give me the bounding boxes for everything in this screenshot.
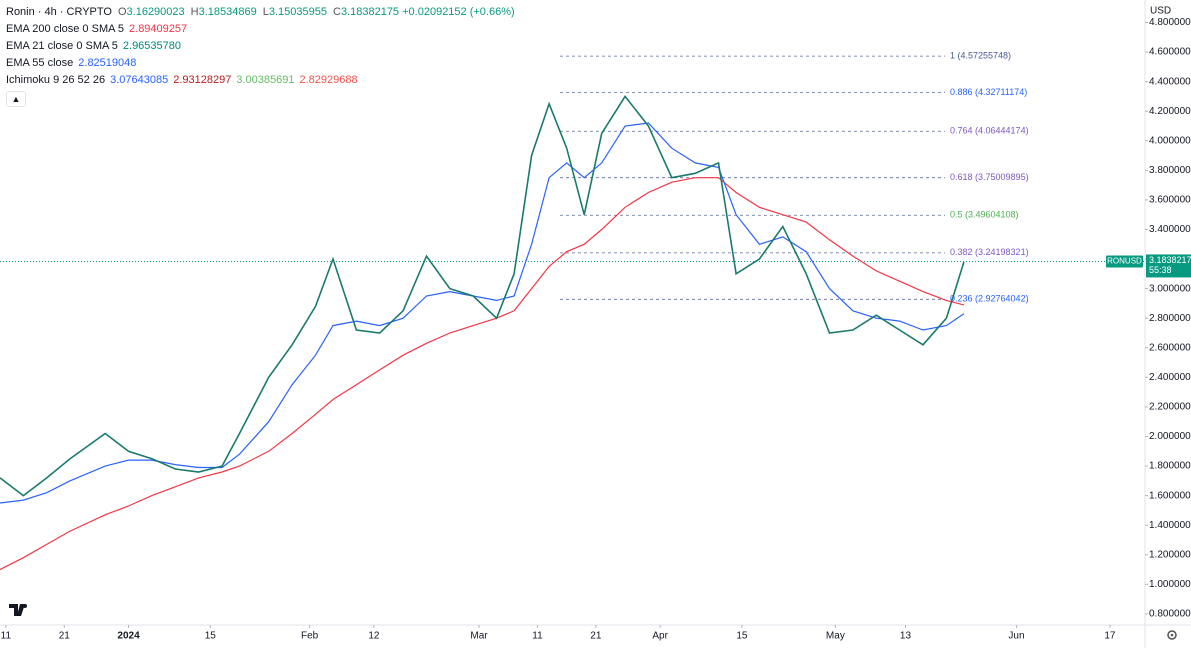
- y-tick-label: 2.20000000: [1149, 402, 1191, 413]
- y-tick-label: 1.60000000: [1149, 490, 1191, 501]
- settings-icon[interactable]: [1167, 630, 1177, 640]
- y-tick-label: 0.80000000: [1149, 609, 1191, 620]
- ohlc: O3.16290023 H3.18534869 L3.15035955 C3.1838…: [112, 6, 399, 18]
- indicator-row: EMA 21 close 0 SMA 5 2.96535780: [6, 38, 515, 55]
- x-tick-label: 2024: [117, 631, 140, 642]
- ohlc-key: L: [262, 6, 269, 18]
- ohlc-key: C: [332, 6, 341, 18]
- symbol-row: Ronin · 4h · CRYPTO O3.16290023 H3.1853486…: [6, 4, 515, 21]
- x-tick-label: 21: [590, 631, 602, 642]
- indicator-value: 2.93128297: [173, 74, 232, 86]
- x-tick-label: Jun: [1008, 631, 1024, 642]
- fib-label: 0.886 (4.32711174): [950, 87, 1027, 97]
- indicator-value: 2.96535780: [122, 40, 182, 52]
- ohlc-key: O: [117, 6, 127, 18]
- ohlc-value: 3.16290023: [126, 6, 185, 18]
- ohlc-value: 3.18382175: [340, 6, 400, 18]
- indicator-value: 2.89409257: [129, 23, 188, 35]
- symbol-tag: RONUSD: [1107, 257, 1142, 266]
- y-tick-label: 4.40000000: [1149, 76, 1191, 87]
- symbol: Ronin · 4h · CRYPTO: [6, 6, 112, 18]
- currency: USD: [1150, 6, 1171, 17]
- x-tick-label: 21: [59, 631, 71, 642]
- x-tick-label: 12: [368, 631, 380, 642]
- y-tick-label: 2.60000000: [1149, 342, 1191, 353]
- fib-label: 0.5 (3.49604108): [950, 210, 1019, 220]
- change: +0.02092152 (+0.66%): [402, 6, 515, 18]
- fib-label: 1 (4.57255748): [950, 50, 1011, 60]
- countdown: 55:38: [1149, 265, 1172, 275]
- indicator-row: Ichimoku 9 26 52 26 3.07643085 2.93128297 3…: [6, 72, 515, 89]
- price-tag: 3.18382175: [1149, 255, 1191, 265]
- x-tick-label: May: [826, 631, 845, 642]
- fib-label: 0.236 (2.92764042): [950, 294, 1029, 304]
- x-tick-label: Apr: [652, 631, 668, 642]
- symbol-tag-bg: [1106, 255, 1143, 268]
- ohlc-value: 3.15035955: [268, 6, 327, 18]
- indicator-row: EMA 200 close 0 SMA 5 2.89409257: [6, 21, 515, 38]
- x-tick-label: 15: [736, 631, 748, 642]
- indicator-value: 2.82929688: [299, 74, 358, 86]
- fib-label: 0.764 (4.06444174): [950, 126, 1029, 136]
- y-tick-label: 4.00000000: [1149, 135, 1191, 146]
- y-tick-label: 3.00000000: [1149, 283, 1191, 294]
- series-line: [0, 122, 965, 504]
- x-tick-label: 11: [1, 631, 12, 642]
- x-tick-label: 11: [532, 631, 543, 642]
- x-tick-label: Feb: [301, 631, 319, 642]
- collapse-button[interactable]: ▲: [6, 91, 26, 107]
- series-line: [0, 95, 965, 497]
- indicator-value: 3.07643085: [110, 74, 169, 86]
- y-tick-label: 4.80000000: [1149, 17, 1191, 28]
- fib-label: 0.618 (3.75009895): [950, 172, 1029, 182]
- x-tick-label: 17: [1104, 631, 1116, 642]
- series-line: [0, 177, 965, 571]
- ohlc-key: H: [190, 6, 199, 18]
- y-tick-label: 4.60000000: [1149, 47, 1191, 58]
- y-tick-label: 2.00000000: [1149, 431, 1191, 442]
- legend: Ronin · 4h · CRYPTO O3.16290023 H3.1853486…: [6, 4, 515, 107]
- y-tick-label: 1.80000000: [1149, 461, 1191, 472]
- x-tick-label: 13: [900, 631, 912, 642]
- indicator-row: EMA 55 close 2.82519048: [6, 55, 515, 72]
- y-tick-label: 2.40000000: [1149, 372, 1191, 383]
- indicator-value: 2.82519048: [78, 57, 137, 69]
- y-tick-label: 1.00000000: [1149, 579, 1191, 590]
- y-tick-label: 3.60000000: [1149, 195, 1191, 206]
- y-tick-label: 1.20000000: [1149, 549, 1191, 560]
- plot: 1 (4.57255748) 0.886 (4.32711174) 0.764 (4…: [0, 50, 1029, 571]
- y-tick-label: 2.80000000: [1149, 313, 1191, 324]
- ohlc-value: 3.18534869: [198, 6, 257, 18]
- indicator-name: Ichimoku 9 26 52 26: [6, 74, 106, 86]
- x-tick-label: 15: [205, 631, 217, 642]
- indicator-value: 3.00385691: [236, 74, 295, 86]
- price-tag-bg: [1146, 254, 1191, 278]
- tv-logo: [9, 604, 27, 616]
- fib-label: 0.382 (3.24198321): [950, 247, 1029, 257]
- x-tick-label: Mar: [470, 631, 488, 642]
- y-tick-label: 3.40000000: [1149, 224, 1191, 235]
- y-tick-label: 3.80000000: [1149, 165, 1191, 176]
- indicator-name: EMA 200 close 0 SMA 5: [6, 23, 125, 35]
- y-tick-label: 1.40000000: [1149, 520, 1191, 531]
- y-tick-label: 4.20000000: [1149, 106, 1191, 117]
- indicator-name: EMA 55 close: [6, 57, 74, 69]
- indicator-name: EMA 21 close 0 SMA 5: [6, 40, 118, 52]
